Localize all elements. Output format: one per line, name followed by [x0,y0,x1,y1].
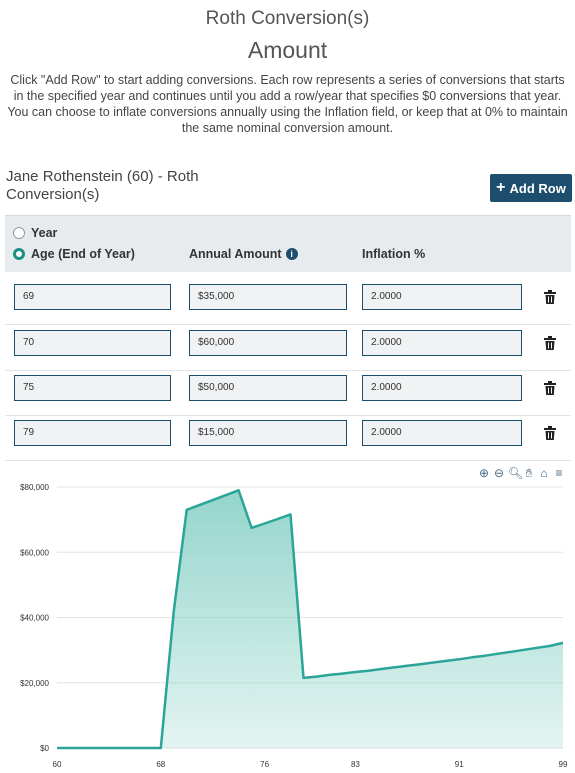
inflation-input[interactable]: 2.0000 [362,375,522,401]
pan-icon[interactable]: ✋︎ [525,466,533,480]
age-input[interactable]: 70 [14,330,171,356]
inflation-input[interactable]: 2.0000 [362,330,522,356]
person-name: Jane Rothenstein (60) - Roth Conversion(… [6,168,199,203]
column-header-amount: Annual Amount i [189,247,298,261]
amount-input[interactable]: $35,000 [189,284,347,310]
age-input[interactable]: 79 [14,420,171,446]
x-tick-label: 99 [559,760,568,769]
trash-icon[interactable] [544,381,556,395]
column-header-inflation: Inflation % [362,247,425,261]
page-subtitle: Amount [247,37,328,63]
y-tick-label: $80,000 [20,483,49,492]
series-line [57,489,564,750]
person-section: Jane Rothenstein (60) - Roth Conversion(… [6,168,572,208]
zoom-in-icon[interactable]: ⊕ [478,466,490,480]
x-tick-label: 68 [156,760,165,769]
age-input[interactable]: 75 [14,375,171,401]
radio-year-circle-icon[interactable] [13,227,25,239]
series-area [57,490,563,748]
table-row: 79 $15,000 2.0000 [5,415,571,461]
table-row: 75 $50,000 2.0000 [5,370,571,416]
add-row-button[interactable]: + Add Row [490,174,572,202]
x-tick-label: 83 [351,760,360,769]
info-icon[interactable]: i [285,248,298,260]
radio-year-label: Year [31,226,58,240]
instructions-text: Click "Add Row" to start adding conversi… [7,73,568,135]
chart-toolbar: ⊕ ⊖ 🔍︎ ✋︎ ⌂ ≡ [478,467,565,479]
trash-icon[interactable] [544,336,556,350]
column-amount-label: Annual Amount [189,247,282,261]
radio-year[interactable]: Year [13,226,57,240]
inflation-input[interactable]: 2.0000 [362,420,522,446]
trash-icon[interactable] [544,426,556,440]
radio-age[interactable]: Age (End of Year) [13,247,135,261]
area-chart: $0 $20,000 $40,000 $60,000 $80,000 60 68 76 83 91… [20,483,568,769]
radio-age-label: Age (End of Year) [31,247,135,261]
x-tick-label: 60 [53,760,62,769]
table-row: 69 $35,000 2.0000 [5,279,571,325]
plus-icon: + [496,179,506,196]
y-tick-label: $20,000 [20,679,49,688]
x-tick-label: 76 [260,760,269,769]
inflation-input[interactable]: 2.0000 [362,284,522,310]
radio-age-circle-icon[interactable] [13,248,25,260]
amount-input[interactable]: $60,000 [189,330,347,356]
amount-input[interactable]: $50,000 [189,375,347,401]
table-row: 70 $60,000 2.0000 [5,325,571,371]
magnify-icon[interactable]: 🔍︎ [508,466,524,480]
add-row-label: Add Row [509,180,566,196]
chart-container: ⊕ ⊖ 🔍︎ ✋︎ ⌂ ≡ $0 $20,000 $40,000 $60,000 $80… [0,462,575,773]
age-input[interactable]: 69 [14,284,171,310]
trash-icon[interactable] [544,290,556,304]
menu-icon[interactable]: ≡ [555,466,563,480]
table-header: Year Age (End of Year) Annual Amount i I… [5,215,571,272]
y-tick-label: $60,000 [20,548,49,557]
zoom-out-icon[interactable]: ⊖ [493,466,505,480]
y-tick-label: $40,000 [20,614,49,623]
amount-input[interactable]: $15,000 [189,420,347,446]
x-tick-label: 91 [455,760,464,769]
y-tick-label: $0 [40,744,49,753]
page-title: Roth Conversion(s) [205,8,370,29]
header: Roth Conversion(s) Amount Click "Add Row… [0,0,575,136]
column-inflation-label: Inflation % [362,247,426,261]
home-icon[interactable]: ⌂ [540,466,548,480]
